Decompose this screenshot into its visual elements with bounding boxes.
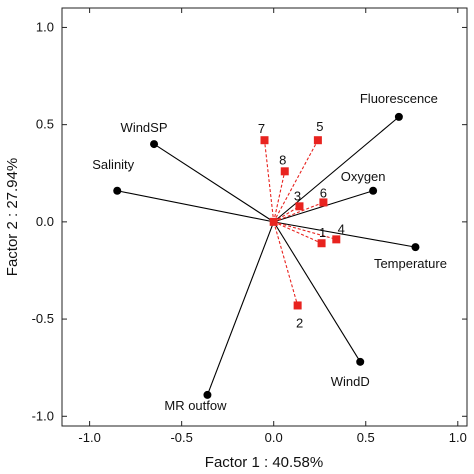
y-tick-label: 0.5 (36, 117, 54, 132)
variable-point (113, 186, 122, 195)
case-marker (260, 136, 269, 145)
x-tick-label: -0.5 (170, 430, 192, 445)
case-marker (317, 239, 326, 248)
variable-label: MR outfow (164, 398, 227, 413)
variable-point (369, 186, 378, 195)
case-dashed-line (273, 171, 286, 222)
plot-frame (61, 7, 468, 427)
variable-loading-line (273, 116, 400, 223)
case-label: 2 (296, 315, 303, 330)
x-tick-label: -1.0 (78, 430, 100, 445)
variable-loading-line (153, 143, 275, 223)
variable-loading-line (117, 190, 274, 223)
x-axis-title: Factor 1 : 40.58% (205, 454, 323, 471)
data-marks: Fluorescence WindSP Salinity Oxygen Temperat… (92, 91, 447, 413)
y-tick-label: 1.0 (36, 19, 54, 34)
case-dashed-line (273, 205, 300, 223)
variable-label: WindSP (121, 120, 168, 135)
axis-ticks: -1.0 -0.5 0.0 0.5 1.0 -1.0 -0.5 0.0 0.5 1.0 (32, 8, 467, 445)
variable-point (356, 357, 365, 366)
case-dashed-line (273, 139, 319, 223)
variable-label: Temperature (374, 256, 447, 271)
variable-point (150, 140, 159, 149)
case-marker (332, 235, 341, 244)
x-tick-label: 1.0 (449, 430, 467, 445)
variable-loading-line (206, 221, 275, 396)
variable-label: WindD (331, 374, 370, 389)
case-marker (280, 167, 289, 176)
case-dashed-line (273, 221, 322, 244)
y-tick-label: -0.5 (32, 311, 54, 326)
variable-label: Salinity (92, 157, 134, 172)
case-marker (313, 136, 322, 145)
case-label: 8 (279, 152, 286, 167)
loading-lines (117, 116, 416, 396)
origin-marker (269, 217, 278, 226)
y-tick-label: -1.0 (32, 408, 54, 423)
case-label: 5 (316, 119, 323, 134)
variable-label: Fluorescence (360, 91, 438, 106)
x-tick-label: 0.5 (357, 430, 375, 445)
variable-point (411, 243, 420, 252)
variable-loading-line (273, 221, 361, 363)
case-marker (319, 198, 328, 207)
case-label: 1 (319, 225, 326, 240)
case-dashed-line (263, 140, 275, 222)
case-label: 6 (320, 185, 327, 200)
case-dashed-line (273, 221, 299, 306)
x-tick-label: 0.0 (265, 430, 283, 445)
variable-label: Oxygen (341, 169, 386, 184)
case-label: 4 (338, 221, 345, 236)
case-marker (293, 301, 302, 310)
case-dashed-line (273, 221, 337, 240)
variable-point (203, 390, 212, 399)
case-label: 7 (258, 121, 265, 136)
case-dashed-line (273, 201, 324, 223)
case-marker (295, 202, 304, 211)
y-axis-title: Factor 2 : 27.94% (4, 158, 21, 276)
variable-loading-line (273, 221, 416, 248)
case-label: 3 (294, 188, 301, 203)
variable-point (394, 112, 403, 121)
y-tick-label: 0.0 (36, 214, 54, 229)
